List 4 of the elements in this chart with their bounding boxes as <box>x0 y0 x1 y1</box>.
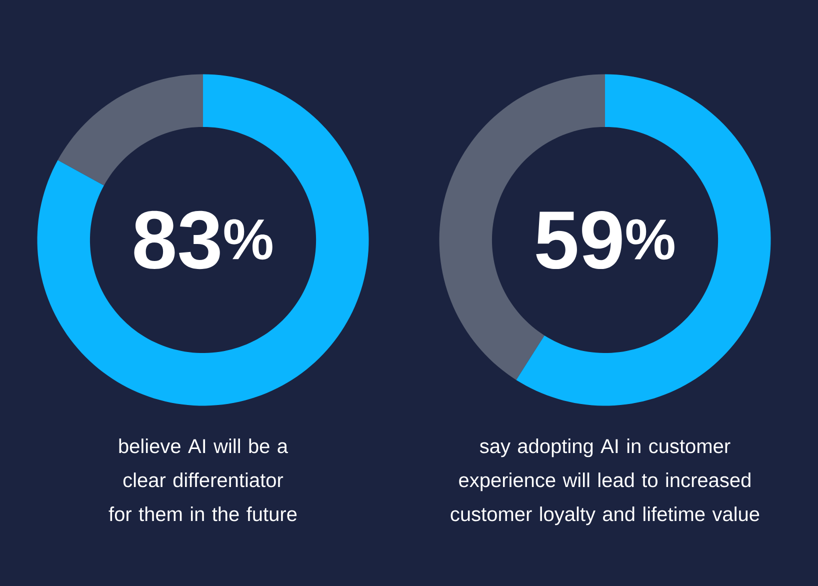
text: say adopting AI in customer experience will lead to increased customer loyalty and lifetime value <box>450 438 760 526</box>
text: believe AI will be a clear differentiator for them in the future <box>108 438 297 522</box>
data-label: 83$^{%}$ <box>134 210 272 270</box>
data-label: 59$^{%}$ <box>536 210 674 270</box>
